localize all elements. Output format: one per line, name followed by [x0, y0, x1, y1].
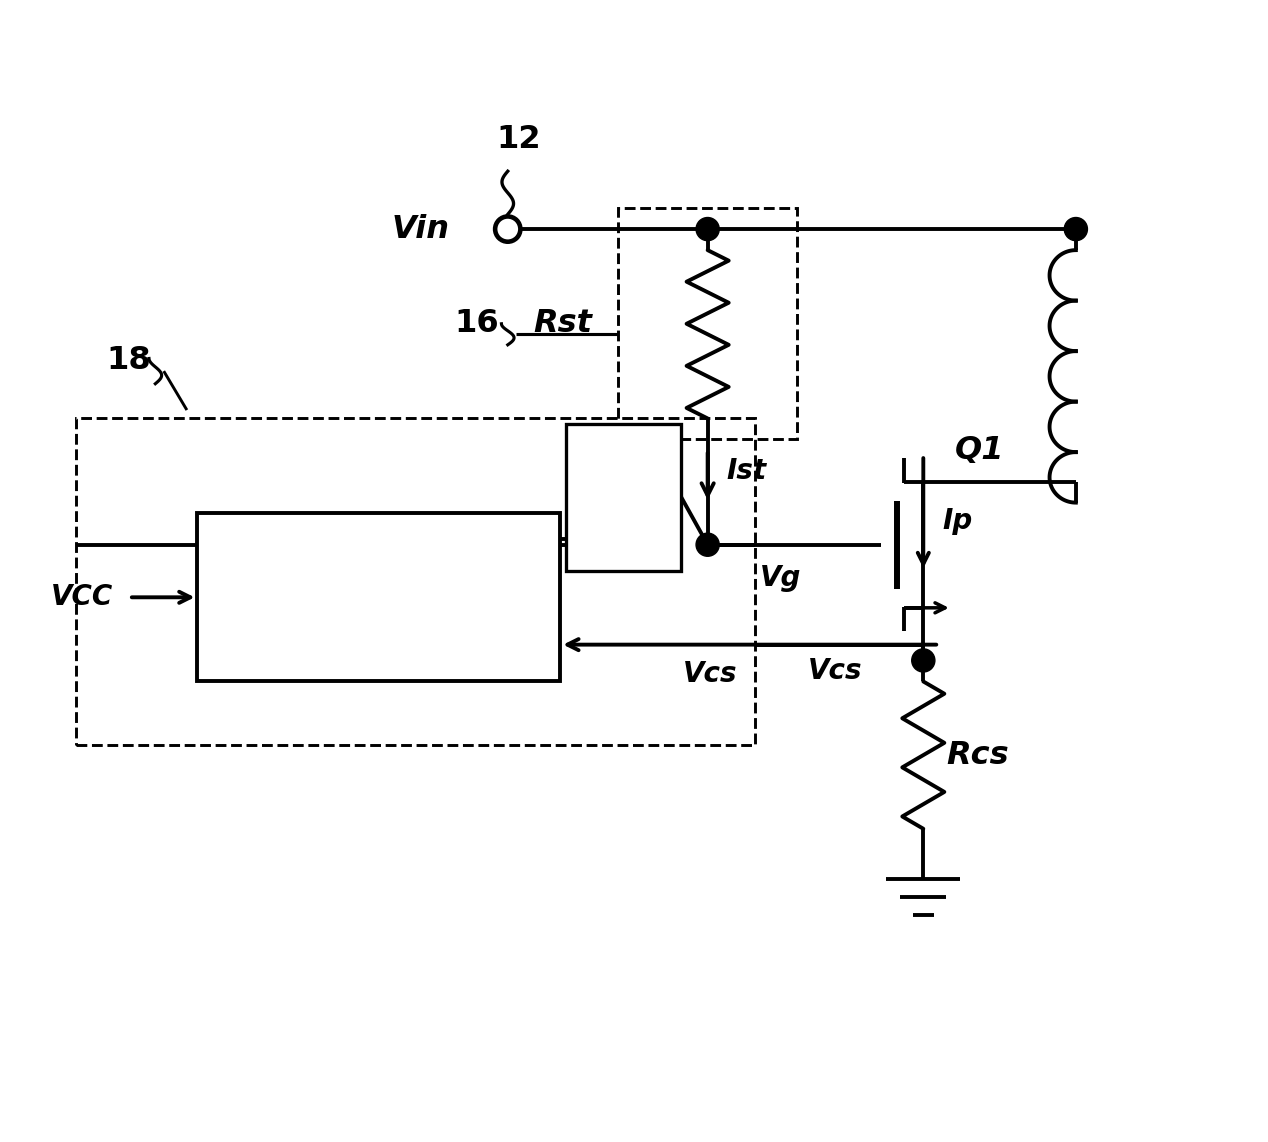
- Circle shape: [696, 217, 719, 241]
- Text: Vin: Vin: [392, 214, 450, 244]
- Text: Rcs: Rcs: [946, 740, 1009, 771]
- Text: Vcs: Vcs: [683, 660, 738, 689]
- Circle shape: [912, 649, 935, 671]
- Bar: [619, 208, 798, 440]
- Bar: [198, 513, 560, 682]
- Text: VCC: VCC: [51, 584, 113, 611]
- Text: Vcs: Vcs: [808, 657, 862, 685]
- Text: Vg: Vg: [761, 564, 801, 593]
- Bar: [76, 418, 754, 745]
- Text: Current Limit: Current Limit: [285, 566, 473, 590]
- Text: Ip: Ip: [942, 507, 973, 536]
- Circle shape: [696, 533, 719, 556]
- Text: Q1: Q1: [955, 434, 1004, 466]
- Text: 12: 12: [496, 124, 540, 155]
- Circle shape: [1064, 217, 1088, 241]
- Text: 16: 16: [454, 308, 498, 339]
- Text: 18: 18: [107, 345, 151, 376]
- Text: Circuit: Circuit: [332, 609, 425, 633]
- Bar: [566, 424, 681, 571]
- Text: Rst: Rst: [533, 308, 592, 339]
- Text: Ist: Ist: [727, 457, 767, 485]
- Text: 30: 30: [578, 447, 616, 475]
